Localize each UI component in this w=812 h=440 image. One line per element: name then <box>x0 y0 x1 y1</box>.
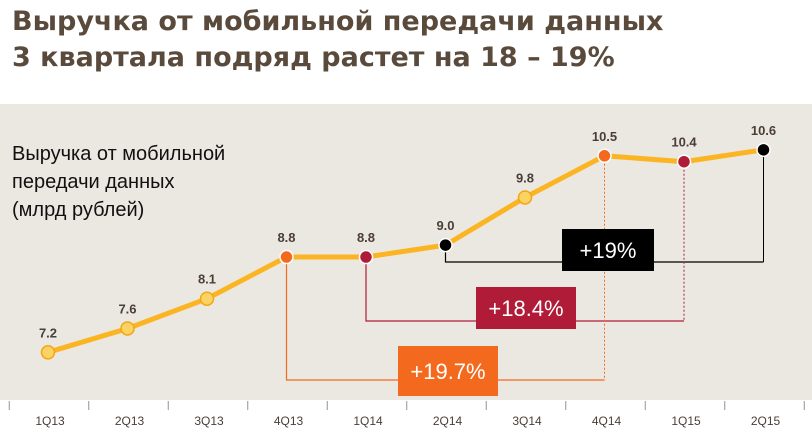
x-tick-label-2Q14: 2Q14 <box>433 414 463 428</box>
data-label-3Q13: 8.1 <box>198 272 216 287</box>
y-axis-label-line-2: передачи данных <box>12 171 175 193</box>
data-point-1Q13 <box>40 345 56 360</box>
series-line <box>45 147 766 355</box>
x-tick-label-1Q15: 1Q15 <box>671 414 701 428</box>
data-point-3Q14 <box>517 190 533 205</box>
y-axis-label-line-1: Выручка от мобильной <box>12 143 226 165</box>
growth-label-4Q13-4Q14: +19.7% <box>410 359 485 384</box>
data-point-2Q15 <box>756 142 771 158</box>
data-label-3Q14: 9.8 <box>516 170 534 185</box>
growth-box-4Q13-4Q14 <box>398 346 498 396</box>
data-label-2Q14: 9.0 <box>436 218 454 233</box>
x-axis: 1Q13 2Q13 3Q13 4Q13 1Q14 2Q14 3Q14 4Q14 1Q15 2Q15 <box>8 401 805 428</box>
x-tick-label-1Q13: 1Q13 <box>35 414 65 428</box>
data-point-4Q14 <box>597 148 612 164</box>
y-axis-label-line-3: (млрд рублей) <box>12 199 145 221</box>
growth-label-2Q14-2Q15: +19% <box>580 238 637 263</box>
x-tick-label-4Q14: 4Q14 <box>592 414 622 428</box>
data-point-4Q13 <box>279 249 294 265</box>
data-label-2Q13: 7.6 <box>118 301 136 316</box>
x-axis-band <box>0 400 812 440</box>
data-label-4Q14: 10.5 <box>592 129 617 144</box>
data-label-1Q15: 10.4 <box>671 135 697 150</box>
data-point-1Q14 <box>358 249 374 265</box>
chart-title-line-1: Выручка от мобильной передачи данных <box>12 6 664 37</box>
data-label-1Q13: 7.2 <box>39 325 57 340</box>
bracket-line-4Q13 <box>285 257 605 381</box>
growth-box-2Q14-2Q15 <box>562 229 654 271</box>
x-tick-label-2Q13: 2Q13 <box>115 414 145 428</box>
bracket-line-1Q14 <box>365 257 684 322</box>
x-tick-label-2Q15: 2Q15 <box>751 414 781 428</box>
growth-label-1Q14-1Q15: +18.4% <box>488 296 563 321</box>
x-tick-label-4Q13: 4Q13 <box>274 414 304 428</box>
y-axis-label: Выручка от мобильной передачи данных (мл… <box>12 140 282 224</box>
x-tick-label-3Q13: 3Q13 <box>194 414 224 428</box>
data-point-1Q15 <box>676 154 692 169</box>
data-label-2Q15: 10.6 <box>751 123 776 138</box>
chart-title-line-2: 3 квартала подряд растет на 18 – 19% <box>12 42 615 73</box>
x-tick-label-3Q14: 3Q14 <box>512 414 542 428</box>
data-point-3Q13 <box>199 291 215 306</box>
data-point-2Q14 <box>438 237 453 253</box>
data-label-4Q13: 8.8 <box>277 230 295 245</box>
x-tick-label-1Q14: 1Q14 <box>353 414 383 428</box>
growth-box-1Q14-1Q15 <box>476 287 576 329</box>
data-point-2Q13 <box>120 321 135 336</box>
data-label-1Q14: 8.8 <box>357 230 375 245</box>
chart-title: Выручка от мобильной передачи данных 3 к… <box>12 4 802 76</box>
